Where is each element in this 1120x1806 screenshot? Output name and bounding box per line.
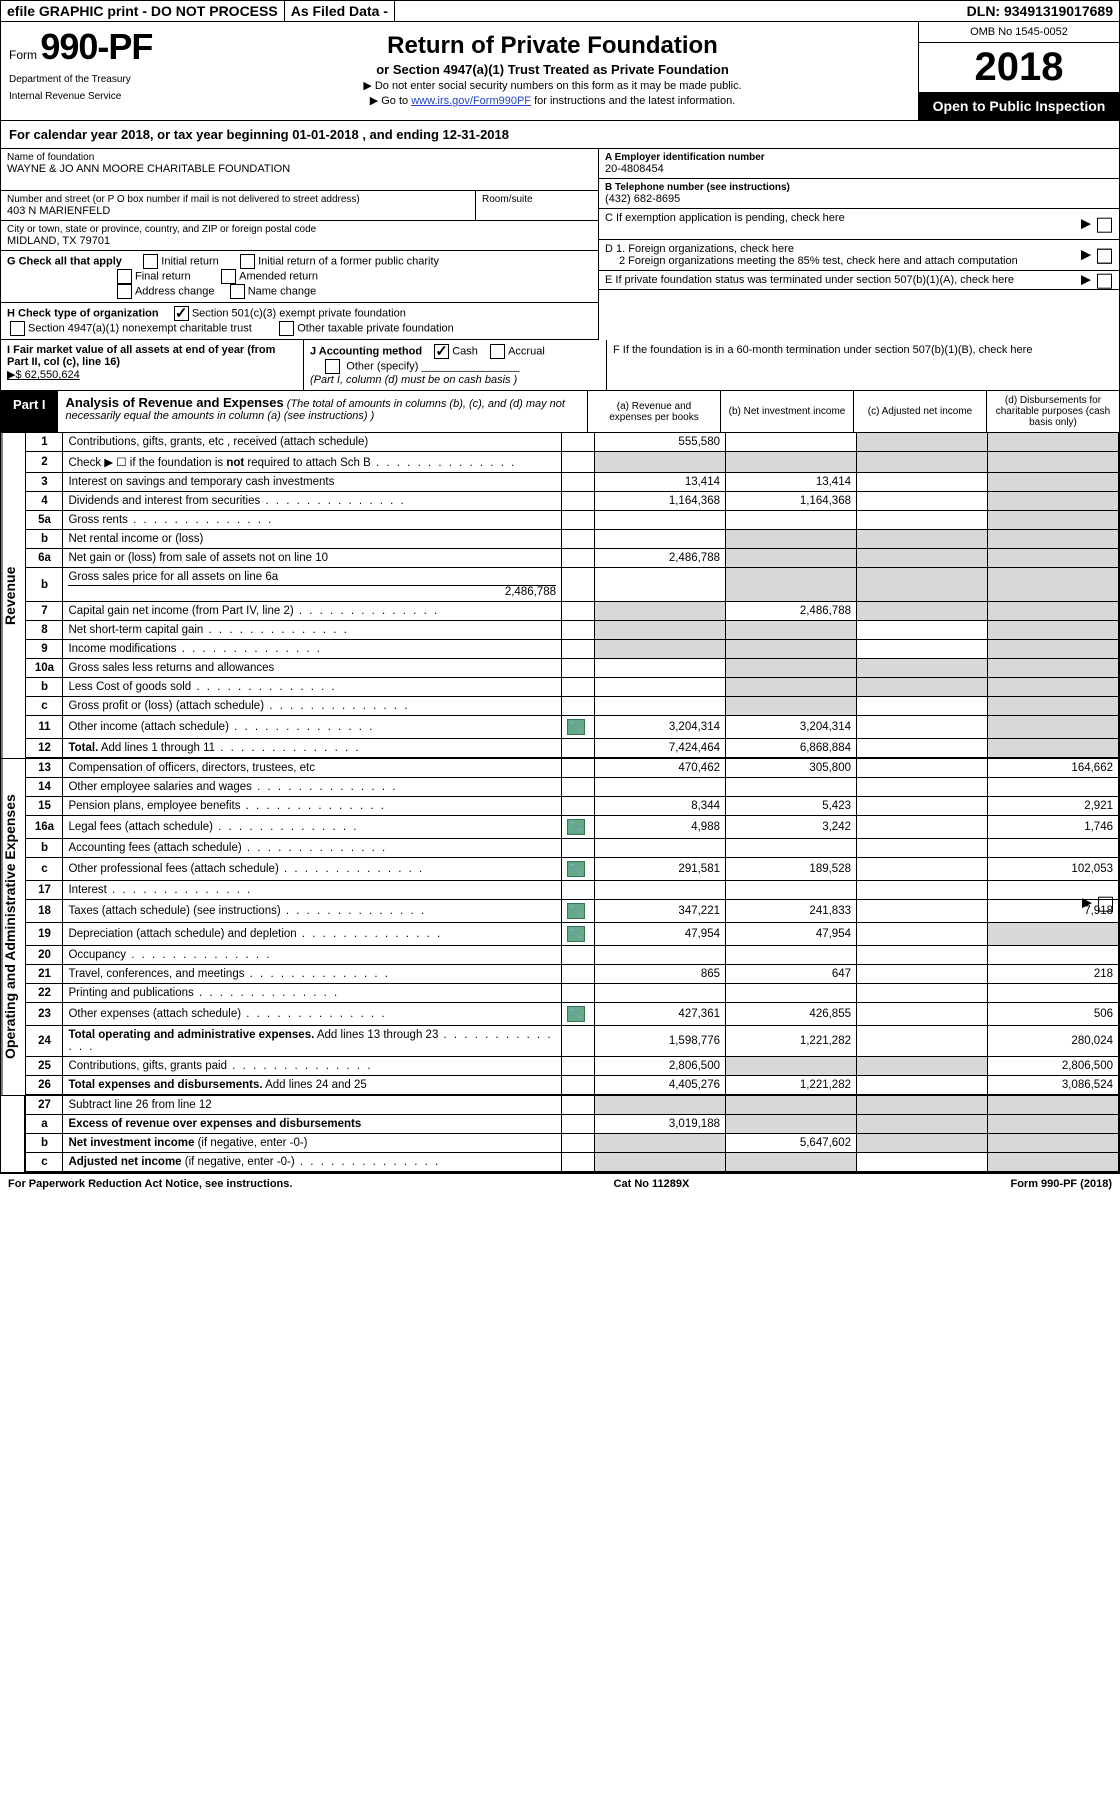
expenses-table: 13Compensation of officers, directors, t… bbox=[25, 759, 1119, 1095]
table-row: 21Travel, conferences, and meetings86564… bbox=[26, 965, 1119, 984]
header-right: OMB No 1545-0052 2018 Open to Public Ins… bbox=[918, 22, 1119, 120]
table-row: 19Depreciation (attach schedule) and dep… bbox=[26, 923, 1119, 946]
attachment-icon[interactable]: 📎 bbox=[567, 861, 585, 877]
checkbox-e[interactable] bbox=[1097, 273, 1112, 288]
attachment-icon[interactable]: 📎 bbox=[567, 719, 585, 735]
attachment-icon[interactable]: 📎 bbox=[567, 926, 585, 942]
table-row: 12Total. Add lines 1 through 117,424,464… bbox=[26, 739, 1119, 758]
section-e: E If private foundation status was termi… bbox=[599, 271, 1119, 290]
table-row: bNet investment income (if negative, ent… bbox=[26, 1134, 1119, 1153]
table-row: 5aGross rents bbox=[26, 511, 1119, 530]
table-row: 16aLegal fees (attach schedule)📎4,9883,2… bbox=[26, 816, 1119, 839]
section-d: D 1. Foreign organizations, check here ▶… bbox=[599, 240, 1119, 271]
table-row: bNet rental income or (loss) bbox=[26, 530, 1119, 549]
telephone: (432) 682-8695 bbox=[605, 193, 1113, 205]
checkbox-cash[interactable] bbox=[434, 344, 449, 359]
table-row: bAccounting fees (attach schedule) bbox=[26, 839, 1119, 858]
checkbox-d2[interactable] bbox=[1097, 248, 1112, 263]
revenue-section: Revenue 1Contributions, gifts, grants, e… bbox=[0, 433, 1120, 759]
checkbox-initial-return[interactable] bbox=[143, 254, 158, 269]
table-row: 23Other expenses (attach schedule)📎427,3… bbox=[26, 1003, 1119, 1026]
checkbox-address-change[interactable] bbox=[117, 284, 132, 299]
checkbox-c[interactable] bbox=[1097, 217, 1112, 232]
section-ijf: I Fair market value of all assets at end… bbox=[0, 340, 1120, 391]
table-row: 3Interest on savings and temporary cash … bbox=[26, 473, 1119, 492]
street-address: 403 N MARIENFELD bbox=[7, 205, 469, 217]
table-row: 27Subtract line 26 from line 12 bbox=[26, 1096, 1119, 1115]
form-number: 990-PF bbox=[40, 26, 152, 67]
summary-section: 27Subtract line 26 from line 12aExcess o… bbox=[0, 1096, 1120, 1173]
attachment-icon[interactable]: 📎 bbox=[567, 1006, 585, 1022]
calendar-year: For calendar year 2018, or tax year begi… bbox=[0, 121, 1120, 149]
section-h: H Check type of organization Section 501… bbox=[1, 303, 598, 340]
page-footer: For Paperwork Reduction Act Notice, see … bbox=[0, 1173, 1120, 1194]
header-center: Return of Private Foundation or Section … bbox=[187, 22, 918, 120]
table-row: 25Contributions, gifts, grants paid2,806… bbox=[26, 1057, 1119, 1076]
checkbox-other-method[interactable] bbox=[325, 359, 340, 374]
fmv-assets: ▶$ 62,550,624 bbox=[7, 369, 80, 381]
checkbox-initial-former[interactable] bbox=[240, 254, 255, 269]
tax-year: 2018 bbox=[919, 43, 1119, 92]
summary-table: 27Subtract line 26 from line 12aExcess o… bbox=[25, 1096, 1119, 1172]
checkbox-other-taxable[interactable] bbox=[279, 321, 294, 336]
table-row: 9Income modifications bbox=[26, 640, 1119, 659]
checkbox-f[interactable] bbox=[1098, 896, 1113, 911]
table-row: 4Dividends and interest from securities1… bbox=[26, 492, 1119, 511]
efile-notice: efile GRAPHIC print - DO NOT PROCESS bbox=[1, 1, 285, 21]
table-row: 22Printing and publications bbox=[26, 984, 1119, 1003]
table-row: 6aNet gain or (loss) from sale of assets… bbox=[26, 549, 1119, 568]
table-row: 11Other income (attach schedule)📎3,204,3… bbox=[26, 716, 1119, 739]
instructions-link[interactable]: www.irs.gov/Form990PF bbox=[411, 95, 531, 107]
dln: DLN: 93491319017689 bbox=[961, 1, 1119, 21]
section-g: G Check all that apply Initial return In… bbox=[1, 251, 598, 303]
table-row: cAdjusted net income (if negative, enter… bbox=[26, 1153, 1119, 1172]
table-row: 7Capital gain net income (from Part IV, … bbox=[26, 602, 1119, 621]
revenue-table: 1Contributions, gifts, grants, etc , rec… bbox=[25, 433, 1119, 758]
table-row: 18Taxes (attach schedule) (see instructi… bbox=[26, 900, 1119, 923]
attachment-icon[interactable]: 📎 bbox=[567, 819, 585, 835]
table-row: 26Total expenses and disbursements. Add … bbox=[26, 1076, 1119, 1095]
as-filed: As Filed Data - bbox=[285, 1, 395, 21]
city-state-zip: MIDLAND, TX 79701 bbox=[7, 235, 592, 247]
foundation-name: WAYNE & JO ANN MOORE CHARITABLE FOUNDATI… bbox=[7, 163, 592, 175]
table-row: cOther professional fees (attach schedul… bbox=[26, 858, 1119, 881]
table-row: 14Other employee salaries and wages bbox=[26, 778, 1119, 797]
expenses-section: Operating and Administrative Expenses 13… bbox=[0, 759, 1120, 1096]
table-row: 8Net short-term capital gain bbox=[26, 621, 1119, 640]
checkbox-name-change[interactable] bbox=[230, 284, 245, 299]
section-f: F If the foundation is in a 60-month ter… bbox=[607, 340, 1119, 390]
table-row: bGross sales price for all assets on lin… bbox=[26, 568, 1119, 602]
table-row: 2Check ▶ ☐ if the foundation is not requ… bbox=[26, 452, 1119, 473]
table-row: 13Compensation of officers, directors, t… bbox=[26, 759, 1119, 778]
table-row: 17Interest bbox=[26, 881, 1119, 900]
table-row: cGross profit or (loss) (attach schedule… bbox=[26, 697, 1119, 716]
checkbox-amended[interactable] bbox=[221, 269, 236, 284]
attachment-icon[interactable]: 📎 bbox=[567, 903, 585, 919]
section-c: C If exemption application is pending, c… bbox=[599, 209, 1119, 240]
table-row: 10aGross sales less returns and allowanc… bbox=[26, 659, 1119, 678]
header-left: Form 990-PF Department of the Treasury I… bbox=[1, 22, 187, 120]
table-row: 24Total operating and administrative exp… bbox=[26, 1026, 1119, 1057]
form-header: Form 990-PF Department of the Treasury I… bbox=[0, 22, 1120, 121]
table-row: 1Contributions, gifts, grants, etc , rec… bbox=[26, 433, 1119, 452]
identity-section: Name of foundation WAYNE & JO ANN MOORE … bbox=[0, 149, 1120, 340]
checkbox-final-return[interactable] bbox=[117, 269, 132, 284]
checkbox-501c3[interactable] bbox=[174, 306, 189, 321]
form-title: Return of Private Foundation bbox=[197, 32, 908, 60]
checkbox-4947a1[interactable] bbox=[10, 321, 25, 336]
table-row: 15Pension plans, employee benefits8,3445… bbox=[26, 797, 1119, 816]
table-row: 20Occupancy bbox=[26, 946, 1119, 965]
table-row: bLess Cost of goods sold bbox=[26, 678, 1119, 697]
checkbox-accrual[interactable] bbox=[490, 344, 505, 359]
part1-header: Part I Analysis of Revenue and Expenses … bbox=[0, 391, 1120, 433]
ein: 20-4808454 bbox=[605, 163, 1113, 175]
top-bar: efile GRAPHIC print - DO NOT PROCESS As … bbox=[0, 0, 1120, 22]
table-row: aExcess of revenue over expenses and dis… bbox=[26, 1115, 1119, 1134]
